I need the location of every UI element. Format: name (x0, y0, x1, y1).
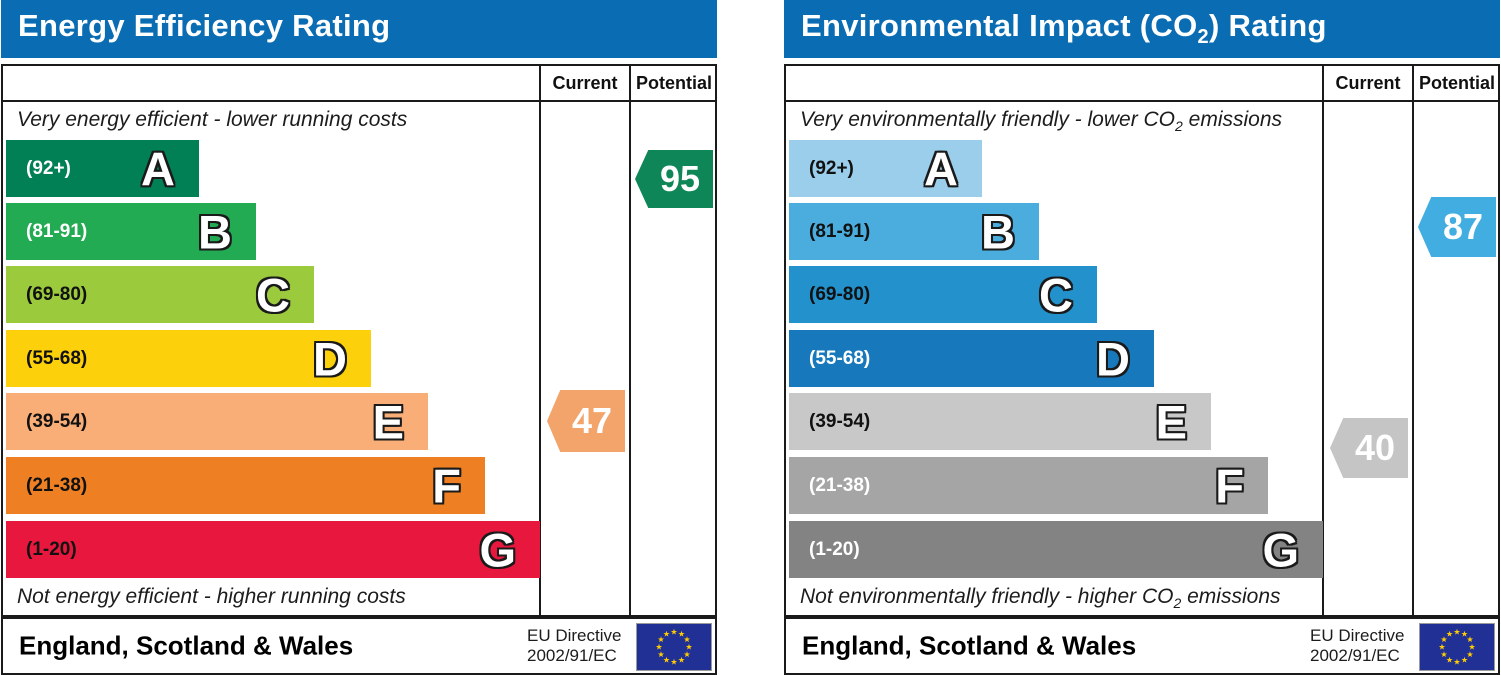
band-c: (69-80) C (6, 266, 314, 323)
band-letter: B (198, 205, 232, 258)
band-range: (69-80) (809, 283, 871, 305)
panel-footer: England, Scotland & Wales EU Directive 2… (1, 617, 717, 675)
note-text: Very environmentally friendly - lower CO (800, 108, 1176, 131)
header-row-divider (786, 100, 1498, 102)
band-letter: D (313, 332, 347, 385)
band-range: (69-80) (26, 283, 88, 305)
band-letter: D (1096, 332, 1130, 385)
column-divider (539, 66, 541, 615)
eu-flag-icon (1419, 623, 1495, 671)
band-d: (55-68) D (6, 330, 371, 387)
panel-title-text: Environmental Impact (CO (801, 8, 1198, 44)
eu-flag-icon (636, 623, 712, 671)
band-d: (55-68) D (789, 330, 1154, 387)
band-letter: A (924, 142, 958, 195)
band-letter: B (981, 205, 1015, 258)
top-note: Very energy efficient - lower running co… (17, 108, 407, 134)
band-a: (92+) A (6, 140, 199, 197)
panel-title-text: Energy Efficiency Rating (18, 8, 391, 44)
potential-rating-value: 95 (659, 158, 701, 199)
band-range: (92+) (26, 157, 71, 179)
panel-title: Environmental Impact (CO2) Rating (784, 8, 1327, 49)
column-divider (1412, 66, 1414, 615)
band-e: (39-54) E (6, 393, 428, 450)
band-c: (69-80) C (789, 266, 1097, 323)
panel-title: Energy Efficiency Rating (1, 8, 390, 49)
note-text: Not energy efficient - higher running co… (17, 585, 406, 608)
potential-column-header: Potential (1418, 73, 1495, 93)
region-label: England, Scotland & Wales (19, 630, 354, 661)
band-range: (1-20) (809, 538, 860, 560)
band-letter: C (1039, 268, 1073, 321)
band-f: (21-38) F (6, 457, 485, 514)
band-range: (39-54) (26, 410, 88, 432)
band-b: (81-91) B (789, 203, 1039, 260)
note-text: Very energy efficient - lower running co… (17, 108, 408, 131)
band-f: (21-38) F (789, 457, 1268, 514)
environmental-impact-panel: Environmental Impact (CO2) Rating Curren… (784, 0, 1500, 675)
panel-footer: England, Scotland & Wales EU Directive 2… (784, 617, 1500, 675)
band-range: (92+) (809, 157, 854, 179)
current-column-header: Current (552, 73, 618, 93)
top-note: Very environmentally friendly - lower CO… (800, 108, 1282, 134)
band-e: (39-54) E (789, 393, 1211, 450)
energy-efficiency-panel: Energy Efficiency Rating Current Potenti… (1, 0, 717, 675)
region-label: England, Scotland & Wales (802, 630, 1137, 661)
band-letter: F (1215, 459, 1244, 512)
current-rating-arrow: 47 (547, 390, 625, 452)
band-range: (21-38) (26, 474, 88, 496)
note-text: emissions (1182, 108, 1283, 131)
note-subscript: 2 (1175, 118, 1183, 135)
note-text: emissions (1181, 585, 1281, 608)
bottom-note: Not energy efficient - higher running co… (17, 585, 406, 611)
band-letter: F (432, 459, 461, 512)
potential-rating-arrow: 95 (635, 150, 713, 208)
eu-directive-label: EU Directive 2002/91/EC (527, 626, 621, 666)
band-letter: C (256, 268, 290, 321)
note-subscript: 2 (1173, 595, 1182, 612)
eu-directive-line: 2002/91/EC (527, 646, 617, 665)
current-rating-value: 40 (1354, 427, 1396, 468)
band-a: (92+) A (789, 140, 982, 197)
current-rating-value: 47 (571, 400, 613, 441)
eu-directive-label: EU Directive 2002/91/EC (1310, 626, 1404, 666)
band-letter: G (479, 523, 516, 576)
note-text: Not environmentally friendly - higher CO (800, 585, 1174, 608)
band-g: (1-20) G (789, 521, 1323, 578)
band-range: (39-54) (809, 410, 871, 432)
eu-directive-line: EU Directive (1310, 626, 1405, 645)
band-letter: E (1155, 395, 1187, 448)
potential-rating-value: 87 (1442, 206, 1484, 247)
bottom-note: Not environmentally friendly - higher CO… (800, 585, 1281, 611)
rating-table: Current Potential Very energy efficient … (1, 64, 717, 617)
current-rating-arrow: 40 (1330, 418, 1408, 478)
header-row-divider (3, 100, 715, 102)
eu-directive-line: EU Directive (527, 626, 622, 645)
panel-title-text: ) Rating (1208, 8, 1327, 44)
rating-table: Current Potential Very environmentally f… (784, 64, 1500, 617)
panel-title-subscript: 2 (1197, 26, 1209, 49)
band-range: (55-68) (809, 347, 871, 369)
eu-directive-line: 2002/91/EC (1310, 646, 1400, 665)
band-range: (1-20) (26, 538, 77, 560)
band-b: (81-91) B (6, 203, 256, 260)
band-range: (21-38) (809, 474, 871, 496)
band-letter: E (372, 395, 404, 448)
column-divider (629, 66, 631, 615)
band-letter: A (141, 142, 175, 195)
band-letter: G (1262, 523, 1299, 576)
band-g: (1-20) G (6, 521, 540, 578)
panel-header: Energy Efficiency Rating (1, 0, 717, 58)
potential-column-header: Potential (635, 73, 712, 93)
potential-rating-arrow: 87 (1418, 197, 1496, 257)
band-range: (81-91) (26, 220, 88, 242)
panel-header: Environmental Impact (CO2) Rating (784, 0, 1500, 58)
column-divider (1322, 66, 1324, 615)
band-range: (55-68) (26, 347, 88, 369)
current-column-header: Current (1335, 73, 1401, 93)
band-range: (81-91) (809, 220, 871, 242)
